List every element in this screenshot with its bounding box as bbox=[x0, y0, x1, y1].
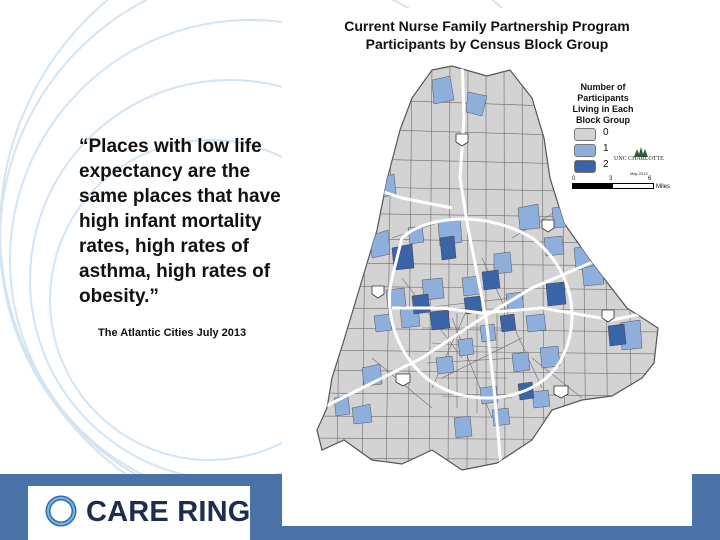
care-ring-logo-text: CARE RING bbox=[86, 496, 251, 528]
unc-charlotte-crown-icon bbox=[634, 147, 648, 157]
legend-label: 1 bbox=[603, 143, 609, 154]
quote-text: “Places with low life expectancy are the… bbox=[79, 136, 281, 307]
map-title-line-1: Current Nurse Family Partnership Program bbox=[344, 18, 630, 34]
legend-swatch bbox=[574, 160, 596, 173]
unc-charlotte-name: UNC CHARLOTTE bbox=[614, 156, 664, 162]
highway-shield-icons bbox=[371, 133, 615, 399]
legend-item-0: 0 bbox=[574, 127, 634, 141]
legend-item-2: 2 bbox=[574, 159, 634, 173]
legend-title: Number of Participants Living in Each Bl… bbox=[560, 82, 646, 126]
scale-unit: Miles bbox=[656, 184, 671, 190]
map-title-line-2: Participants by Census Block Group bbox=[365, 36, 609, 52]
highway-shield-icon bbox=[601, 309, 615, 323]
highway-shield-icon bbox=[541, 219, 555, 233]
legend-swatch bbox=[574, 144, 596, 157]
highway-shield-icon bbox=[371, 285, 385, 299]
care-ring-logo-box bbox=[28, 486, 250, 540]
legend-label: 0 bbox=[603, 127, 609, 138]
highway-shield-icon bbox=[455, 133, 469, 147]
legend-title-line: Number of bbox=[580, 82, 626, 92]
scale-tick-6: 6 bbox=[648, 176, 652, 182]
legend-title-line: Block Group bbox=[575, 115, 630, 125]
highway-shield-icon bbox=[395, 373, 411, 387]
highway-shield-icon bbox=[553, 385, 569, 399]
unc-charlotte-date: May 2013 bbox=[630, 171, 648, 176]
legend-title-line: Living in Each bbox=[572, 104, 634, 114]
census-block-group-map bbox=[316, 65, 659, 471]
legend-label: 2 bbox=[603, 159, 609, 170]
scale-tick-3: 3 bbox=[609, 176, 613, 182]
legend-title-line: Participants bbox=[577, 93, 629, 103]
scale-tick-0: 0 bbox=[572, 176, 576, 182]
map-title: Current Nurse Family Partnership Program… bbox=[282, 17, 692, 53]
legend-swatch bbox=[574, 128, 596, 141]
quote-source: The Atlantic Cities July 2013 bbox=[98, 327, 247, 339]
scale-bar bbox=[572, 183, 654, 189]
legend-item-1: 1 bbox=[574, 143, 634, 157]
care-ring-logo-icon bbox=[45, 495, 77, 527]
